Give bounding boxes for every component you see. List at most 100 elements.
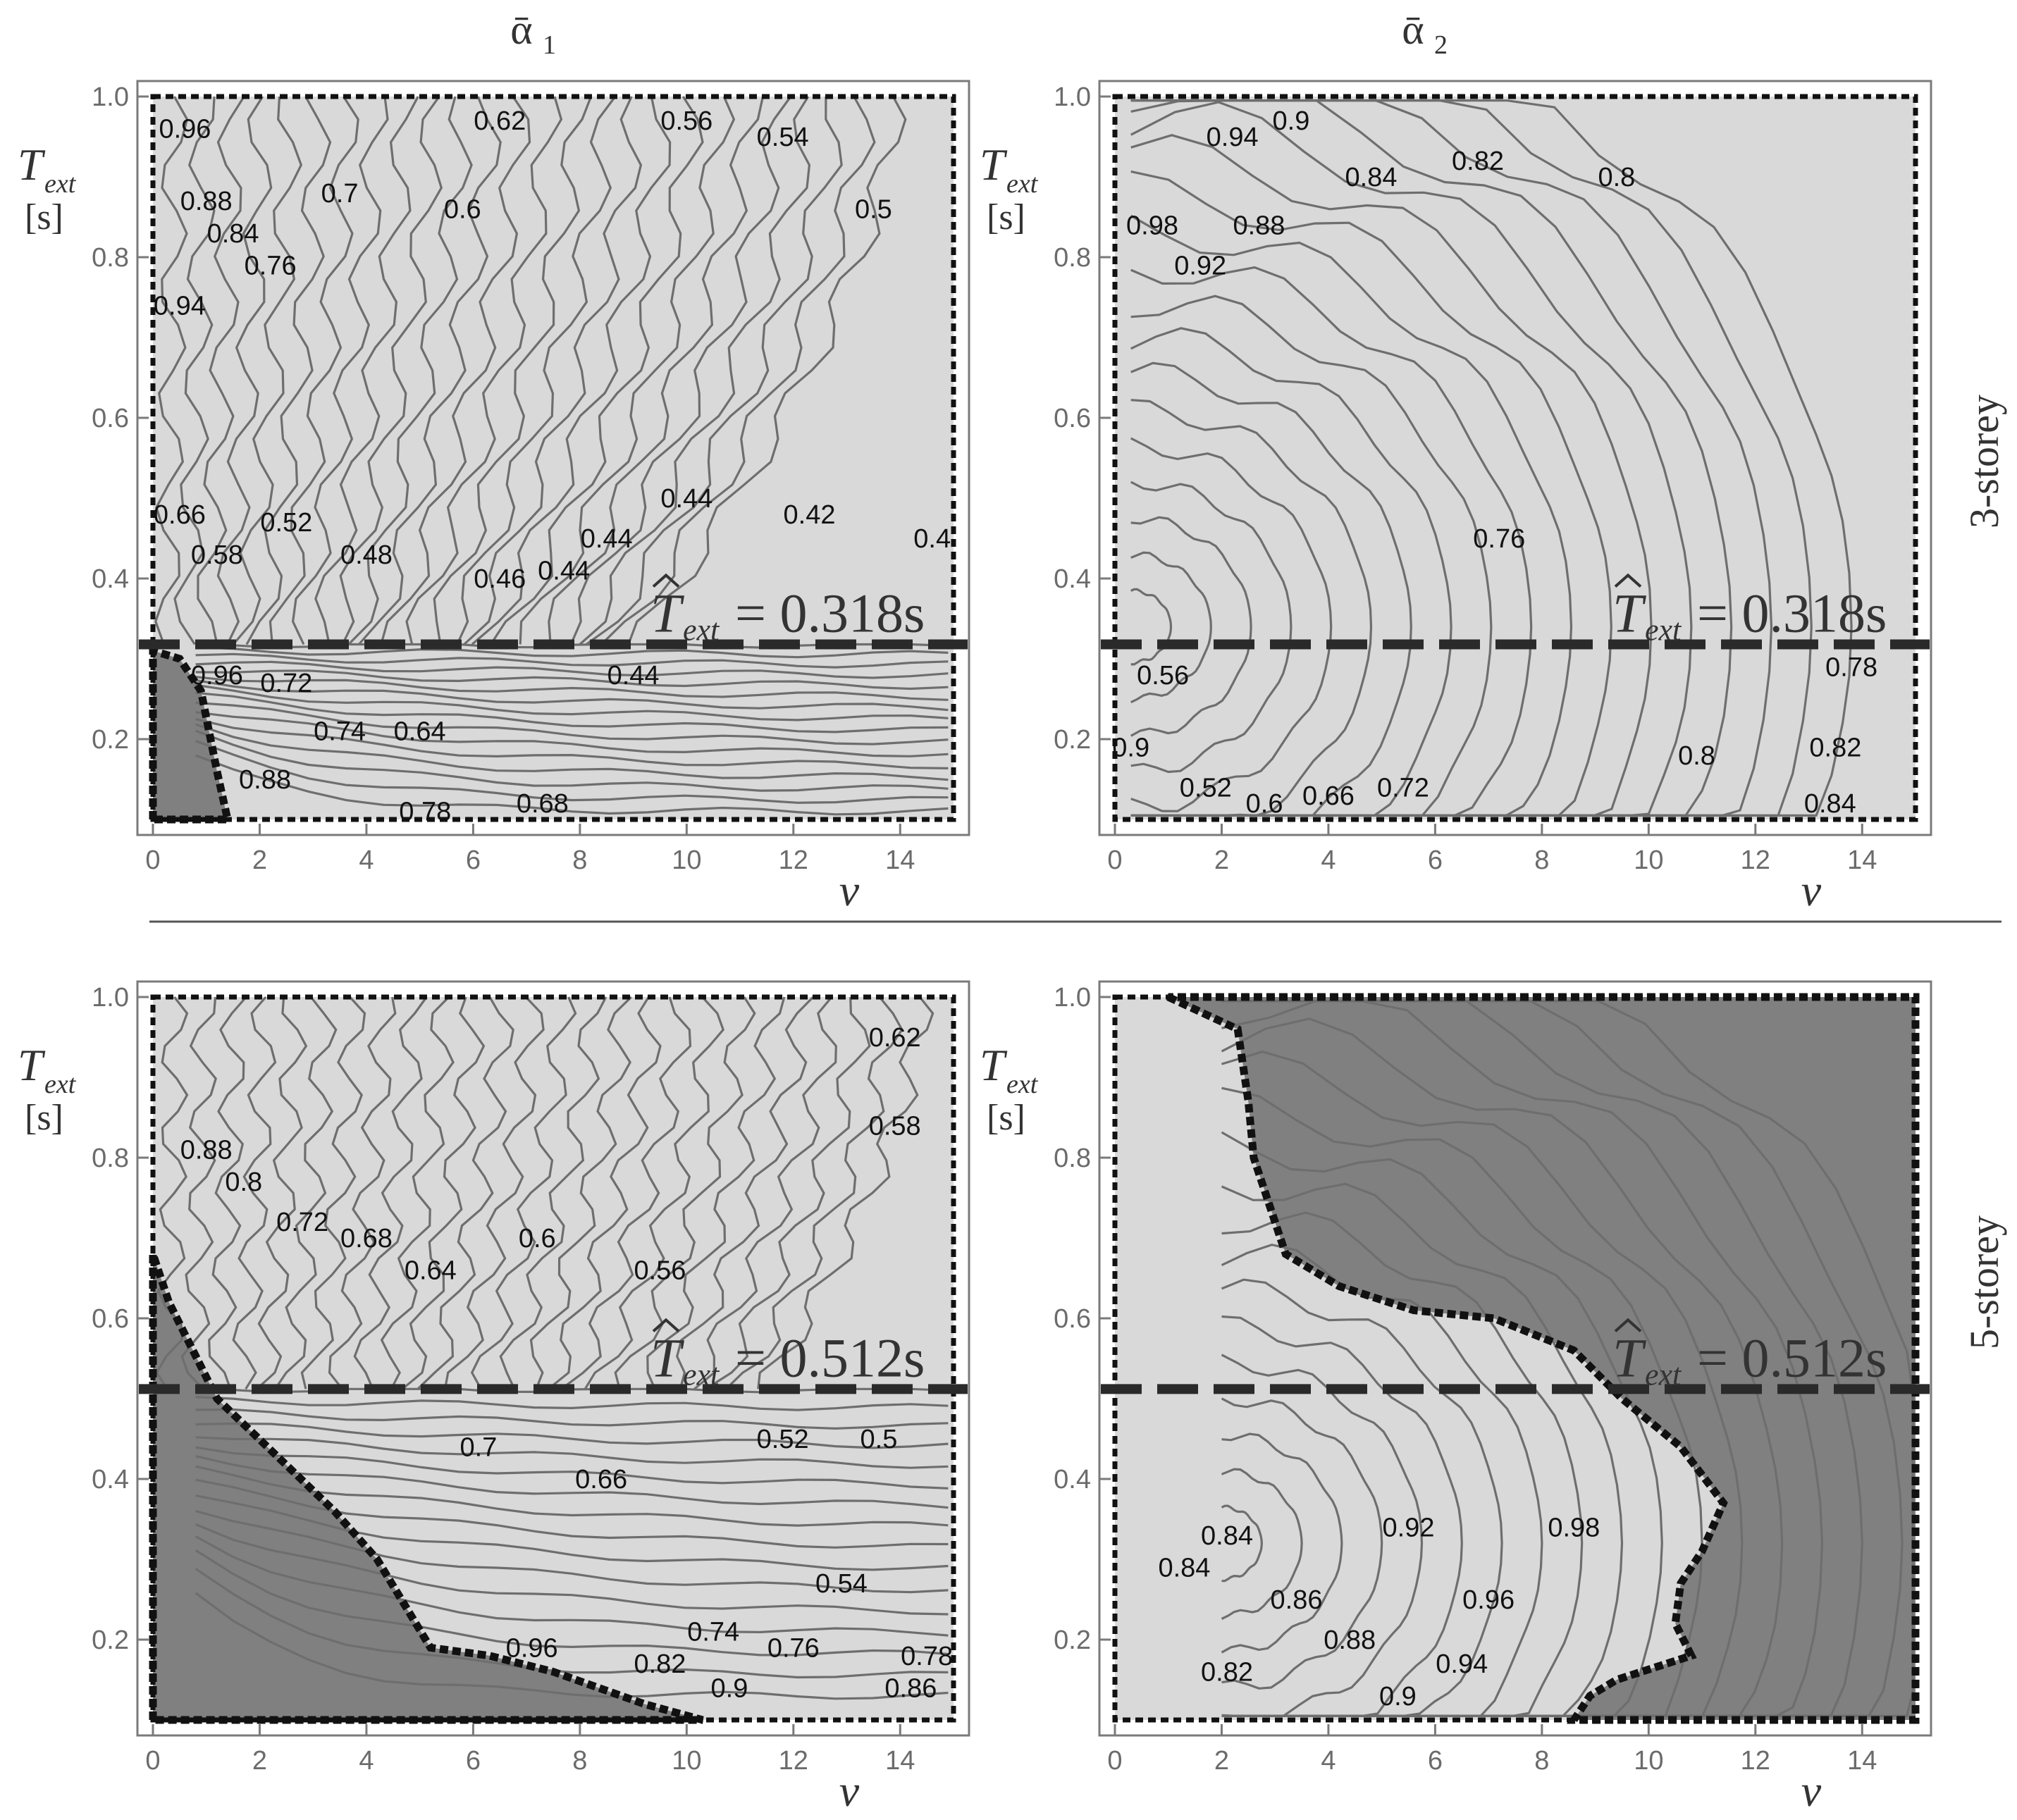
contour-line [347,96,473,645]
contour-line [1221,1468,1303,1620]
contour-label: 0.56 [1137,661,1189,691]
x-axis-label: ν [1801,1766,1822,1816]
row-label-5-storey: 5-storey [1961,1215,2007,1349]
y-axis-label-subscript: ext [1006,1070,1039,1099]
contour-line [195,1465,949,1527]
domain-boundary [150,94,956,822]
y-axis-label: T [980,140,1008,190]
contour-label: 0.96 [506,1633,558,1663]
contour-line [216,96,273,645]
contour-line [380,996,455,1390]
contour-line [208,996,247,1389]
contour-label: 0.78 [901,1642,953,1671]
contour-line [560,996,692,1390]
x-tick-label: 12 [1741,1746,1770,1776]
contour-line [725,996,903,1390]
dark-region-boundary [149,1253,704,1724]
y-tick-label: 0.8 [92,1144,129,1173]
y-tick-label: 0.4 [1054,1465,1091,1494]
threshold-label-subscript: ext [1645,1357,1682,1392]
contour-line [195,740,949,804]
contour-label: 0.6 [444,195,481,225]
x-tick-label: 0 [145,1746,160,1776]
x-tick-label: 0 [145,846,160,875]
contour-line [195,1455,949,1509]
contour-line [646,996,786,1389]
x-tick-label: 2 [252,846,267,875]
contour-line [195,1408,949,1430]
contour-label: 0.92 [1383,1513,1435,1542]
x-tick-label: 4 [359,1746,374,1776]
y-tick-label: 0.8 [1054,1144,1091,1173]
threshold-label-subscript: ext [1645,612,1682,647]
y-tick-label: 0.6 [1054,1304,1091,1334]
contour-line [173,96,216,645]
column-title-alpha1-subscript: 1 [543,30,556,60]
threshold-label-main: T [650,1327,684,1388]
contour-label: 0.72 [260,669,312,698]
contour-line [232,96,303,645]
threshold-label-main: T [650,582,684,643]
x-tick-label: 4 [1321,1746,1336,1776]
contour-line [195,683,949,722]
contour-line [195,711,949,757]
y-tick-label: 0.6 [1054,404,1091,433]
dark-region [153,1253,703,1720]
y-tick-label: 0.2 [1054,1626,1091,1655]
contour-line [195,652,949,669]
column-title-alpha1-symbol: ᾱ [510,6,532,53]
x-tick-label: 0 [1107,846,1122,875]
contour-labels: 0.62 0.58 0.88 0.8 0.72 0.68 0.6 0.64 0.56 0.7 0.5… [180,1023,953,1703]
y-tick-label: 0.6 [92,1304,129,1334]
threshold-label-value: = 0.318s [1697,582,1887,643]
x-tick-label: 8 [572,1746,587,1776]
contour-line [195,701,949,745]
dark-region-boundary [1166,993,1920,1724]
y-tick-label: 1.0 [92,82,129,112]
x-axis: 0 2 4 6 8 10 12 14 ν [145,824,915,915]
light-region [153,97,954,819]
contour-label: 0.58 [191,540,243,570]
contour-line [195,718,949,769]
threshold-hat [652,1318,680,1332]
y-tick-label: 0.6 [92,404,129,433]
contour-label: 0.62 [474,106,526,136]
contour-line [499,996,607,1389]
contour-line [463,96,643,645]
x-tick-label: 4 [1321,846,1336,875]
contour-label: 0.8 [225,1168,262,1197]
domain-boundary [150,994,956,1723]
x-tick-label: 14 [885,1746,915,1776]
contour-line [195,645,949,659]
contour-label: 0.64 [394,717,446,747]
threshold-label-value: = 0.512s [1697,1327,1887,1388]
y-axis-unit: [s] [25,197,63,237]
contour-line [195,1494,949,1571]
contour-lines [155,996,949,1700]
contour-label: 0.74 [687,1618,739,1647]
domain-boundary [1112,94,1918,822]
contour-line [490,96,704,645]
contour-label: 0.98 [1126,211,1178,240]
contour-label: 0.94 [154,291,206,321]
y-axis: 0.2 0.4 0.6 0.8 1.0 T ext[s] [18,983,149,1655]
contour-line [232,996,277,1390]
x-axis-label: ν [1801,865,1822,915]
contour-line [195,1396,949,1411]
contour-line [1130,437,1333,812]
contour-line [433,96,593,645]
contour-label: 0.78 [1825,652,1877,682]
contour-line [195,723,949,781]
x-tick-label: 12 [779,846,808,875]
y-axis-label: T [18,140,46,190]
x-axis-label: ν [839,1766,860,1816]
contour-line [471,96,672,645]
contour-line [195,676,949,701]
y-axis-unit: [s] [25,1098,63,1138]
contour-line [195,669,949,691]
contour-label: 0.78 [399,798,451,827]
contour-label: 0.6 [519,1224,556,1253]
contour-label: 0.44 [660,484,713,514]
